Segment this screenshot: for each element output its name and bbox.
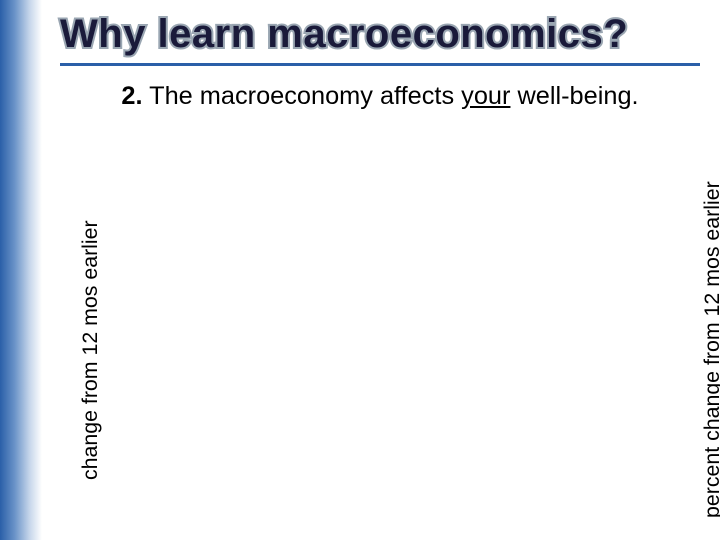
subtitle-text-before: The macroeconomy affects bbox=[143, 82, 462, 110]
subtitle-underlined: your bbox=[461, 82, 510, 110]
y-axis-label-right: percent change from 12 mos earlier bbox=[700, 181, 720, 518]
y-axis-label-left: change from 12 mos earlier bbox=[78, 220, 103, 480]
slide-subtitle: 2. The macroeconomy affects your well-be… bbox=[60, 82, 700, 111]
title-underline-rule bbox=[60, 63, 700, 66]
subtitle-text-after: well-being. bbox=[510, 82, 638, 110]
sidebar-gradient bbox=[0, 0, 42, 540]
subtitle-number: 2. bbox=[121, 82, 142, 110]
slide-title-fill: Why learn macroeconomics? bbox=[60, 12, 628, 57]
